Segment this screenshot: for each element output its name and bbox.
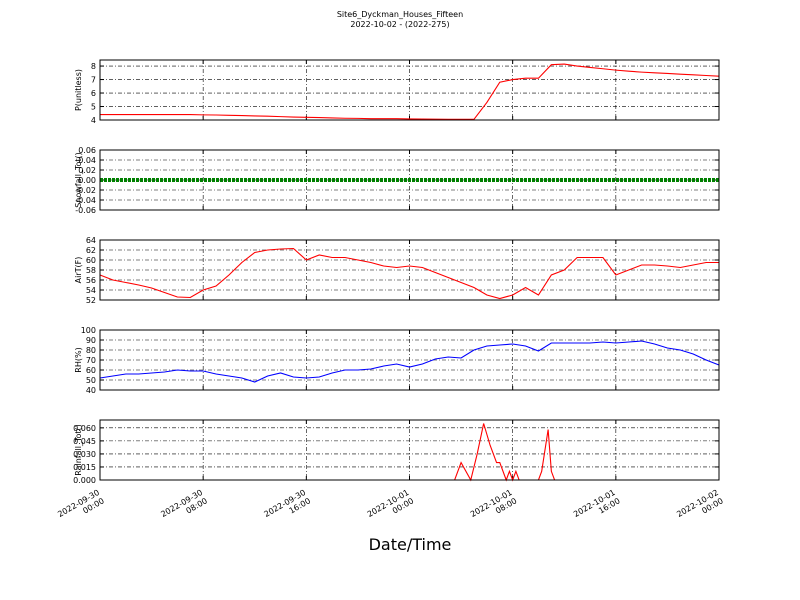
- y-tick-label: 62: [86, 246, 96, 255]
- y-tick-label: 0.04: [78, 156, 96, 165]
- y-tick-label: 58: [86, 266, 96, 275]
- x-tick-label: 2022-10-0200:00: [675, 488, 725, 527]
- y-tick-label: 0.06: [78, 146, 96, 155]
- y-axis-label: Rainfall_Tot(): [74, 424, 83, 476]
- x-tick-label: 2022-09-3000:00: [56, 488, 106, 527]
- x-tick-label: 2022-10-0116:00: [572, 488, 622, 527]
- plot-frame: [99, 149, 720, 211]
- y-tick-label: -0.02: [75, 186, 96, 195]
- y-tick-label: 0.060: [73, 424, 96, 433]
- data-line: [100, 423, 719, 482]
- plot-frame: [99, 59, 720, 121]
- plot-frame: [99, 419, 720, 481]
- y-tick-label: 100: [81, 326, 96, 335]
- y-tick-label: 64: [86, 236, 96, 245]
- y-tick-label: 56: [86, 276, 96, 285]
- y-tick-label: 0.045: [73, 437, 96, 446]
- x-tick-label: 2022-09-3016:00: [263, 488, 313, 527]
- y-tick-label: 7: [91, 76, 96, 85]
- y-tick-label: 54: [86, 286, 96, 295]
- y-tick-label: 4: [91, 116, 96, 125]
- y-tick-label: 60: [86, 256, 96, 265]
- plot-frame: [99, 239, 720, 301]
- y-tick-label: 70: [86, 356, 96, 365]
- x-tick-label: 2022-10-0100:00: [366, 488, 416, 527]
- y-tick-label: 0.00: [78, 176, 96, 185]
- chart-subtitle: 2022-10-02 - (2022-275): [350, 20, 449, 29]
- y-tick-label: 5: [91, 103, 96, 112]
- y-tick-label: 90: [86, 336, 96, 345]
- y-tick-label: 0.015: [73, 463, 96, 472]
- y-axis-label: AirT(F): [74, 257, 83, 284]
- x-tick-label: 2022-10-0108:00: [469, 488, 519, 527]
- y-tick-label: 6: [91, 89, 96, 98]
- y-axis-label: Snowfall_Tot(): [74, 152, 83, 208]
- y-axis-label: P(unitless): [74, 69, 83, 111]
- y-tick-label: 0.000: [73, 476, 96, 485]
- y-axis-label: RH(%): [74, 347, 83, 372]
- y-tick-label: 40: [86, 386, 96, 395]
- y-tick-label: 52: [86, 296, 96, 305]
- data-line: [99, 340, 720, 383]
- y-tick-label: 0.02: [78, 166, 96, 175]
- y-tick-label: 60: [86, 366, 96, 375]
- x-axis-label: Date/Time: [369, 535, 452, 554]
- y-tick-label: 8: [91, 62, 96, 71]
- y-tick-label: 80: [86, 346, 96, 355]
- chart-title: Site6_Dyckman_Houses_Fifteen: [337, 10, 463, 19]
- plot-frame: [99, 329, 720, 391]
- y-tick-label: -0.04: [75, 196, 96, 205]
- y-tick-label: -0.06: [75, 206, 96, 215]
- data-line: [99, 247, 719, 300]
- y-tick-label: 0.030: [73, 450, 96, 459]
- data-line: [100, 63, 720, 120]
- y-tick-label: 50: [86, 376, 96, 385]
- x-tick-label: 2022-09-3008:00: [159, 488, 209, 527]
